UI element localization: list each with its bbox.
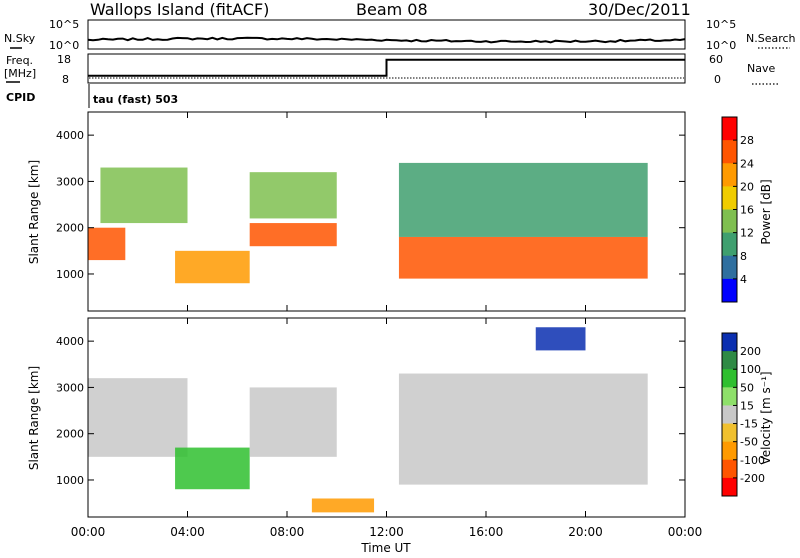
cpid-value: tau (fast) 503 [93, 93, 178, 106]
power-band-1 [100, 167, 188, 224]
noise-sky-trace [87, 36, 686, 44]
power-range-label: Slant Range [km] [27, 160, 41, 264]
colorbar-tick-label: -15 [740, 418, 758, 431]
power-band-0 [88, 227, 126, 261]
colorbar-tick-label: 12 [740, 227, 754, 240]
power-band-3 [249, 223, 337, 247]
noise-panel-frame [87, 19, 686, 50]
n-search-label: N.Search [746, 32, 796, 45]
colorbar-swatch [722, 163, 737, 187]
colorbar-tick-label: 50 [740, 381, 754, 394]
nave-tick-bottom: 0 [714, 73, 721, 86]
colorbar-swatch [722, 459, 737, 479]
colorbar-tick-label: 20 [740, 180, 754, 193]
time-tick-label: 16:00 [469, 525, 504, 539]
velocity-band-4 [398, 373, 648, 485]
range-tick-label: 4000 [56, 335, 84, 348]
colorbar-tick-label: 24 [740, 157, 754, 170]
colorbar-swatch [722, 140, 737, 164]
velocity-colorbar: 200 100 50 15 -15 -50 -100 -200 [721, 332, 765, 497]
colorbar-tick-label: 28 [740, 134, 754, 147]
n-sky-tick-bottom: 10^0 [49, 39, 79, 52]
colorbar-tick-label: 100 [740, 363, 761, 376]
frequency-trace [88, 58, 685, 77]
colorbar-tick-label: -50 [740, 436, 758, 449]
n-sky-tick-top: 10^5 [49, 18, 79, 31]
freq-unit-label: [MHz] [4, 67, 36, 80]
colorbar-frame [721, 332, 738, 497]
range-tick-label: 2000 [56, 428, 84, 441]
colorbar-tick-label: -200 [740, 472, 765, 485]
power-range-ticks: 1000 2000 3000 4000 [56, 129, 685, 281]
freq-tick-bottom: 8 [62, 73, 69, 86]
colorbar-swatch [722, 232, 737, 257]
cpid-label: CPID [6, 91, 35, 104]
colorbar-swatch [722, 405, 737, 425]
velocity-range-ticks: 1000 2000 3000 4000 [56, 335, 685, 487]
freq-panel-frame [87, 53, 686, 84]
velocity-heatmap [88, 327, 648, 513]
freq-label: Freq. [6, 54, 33, 67]
time-axis-label: Time UT [360, 541, 411, 554]
date-title: 30/Dec/2011 [588, 0, 691, 19]
colorbar-tick-label: -100 [740, 454, 765, 467]
time-axis: 00:00 04:00 08:00 12:00 16:00 20:00 00:00 [71, 112, 703, 539]
colorbar-swatch [722, 441, 737, 461]
colorbar-tick-label: 16 [740, 204, 754, 217]
velocity-band-5 [535, 327, 586, 351]
colorbar-swatch [722, 117, 737, 141]
colorbar-swatch [722, 333, 737, 352]
range-tick-label: 1000 [56, 474, 84, 487]
n-sky-label: N.Sky [4, 32, 36, 45]
power-band-2 [175, 250, 250, 284]
colorbar-swatch [722, 351, 737, 370]
freq-tick-top: 18 [57, 53, 71, 66]
time-tick-label: 20:00 [568, 525, 603, 539]
power-colorbar: 28 24 20 16 12 8 4 [721, 116, 754, 303]
velocity-band-2 [249, 387, 337, 457]
power-band-5 [398, 236, 648, 279]
time-tick-label: 00:00 [668, 525, 703, 539]
colorbar-swatch [722, 186, 737, 210]
colorbar-swatch [722, 369, 737, 388]
colorbar-tick-label: 4 [740, 273, 747, 286]
velocity-band-3 [311, 498, 375, 513]
n-search-tick-bottom: 10^0 [706, 39, 736, 52]
colorbar-swatch [722, 387, 737, 406]
beam-title: Beam 08 [356, 0, 428, 19]
time-tick-label: 04:00 [170, 525, 205, 539]
power-heatmap [88, 162, 648, 284]
velocity-colorbar-label: Velocity [m s⁻¹] [759, 371, 773, 464]
range-tick-label: 3000 [56, 175, 84, 188]
colorbar-swatch [722, 209, 737, 234]
velocity-range-label: Slant Range [km] [27, 366, 41, 470]
colorbar-swatch [722, 255, 737, 280]
colorbar-tick-label: 8 [740, 250, 747, 263]
power-colorbar-label: Power [dB] [759, 179, 773, 244]
nave-tick-top: 60 [709, 53, 723, 66]
time-tick-label: 08:00 [270, 525, 305, 539]
velocity-band-1 [175, 447, 250, 490]
range-tick-label: 1000 [56, 268, 84, 281]
nave-label: Nave [747, 62, 775, 75]
velocity-band-0 [88, 378, 188, 457]
range-tick-label: 2000 [56, 222, 84, 235]
station-title: Wallops Island (fitACF) [90, 0, 269, 19]
colorbar-swatch [722, 278, 737, 303]
time-tick-label: 12:00 [369, 525, 404, 539]
colorbar-swatch [722, 423, 737, 443]
colorbar-tick-label: 15 [740, 399, 754, 412]
range-tick-label: 4000 [56, 129, 84, 142]
power-band-6 [398, 162, 648, 237]
colorbar-swatch [722, 477, 737, 497]
time-tick-label: 00:00 [71, 525, 106, 539]
range-tick-label: 3000 [56, 381, 84, 394]
colorbar-tick-label: 200 [740, 345, 761, 358]
n-search-tick-top: 10^5 [706, 18, 736, 31]
power-band-4 [249, 172, 337, 219]
